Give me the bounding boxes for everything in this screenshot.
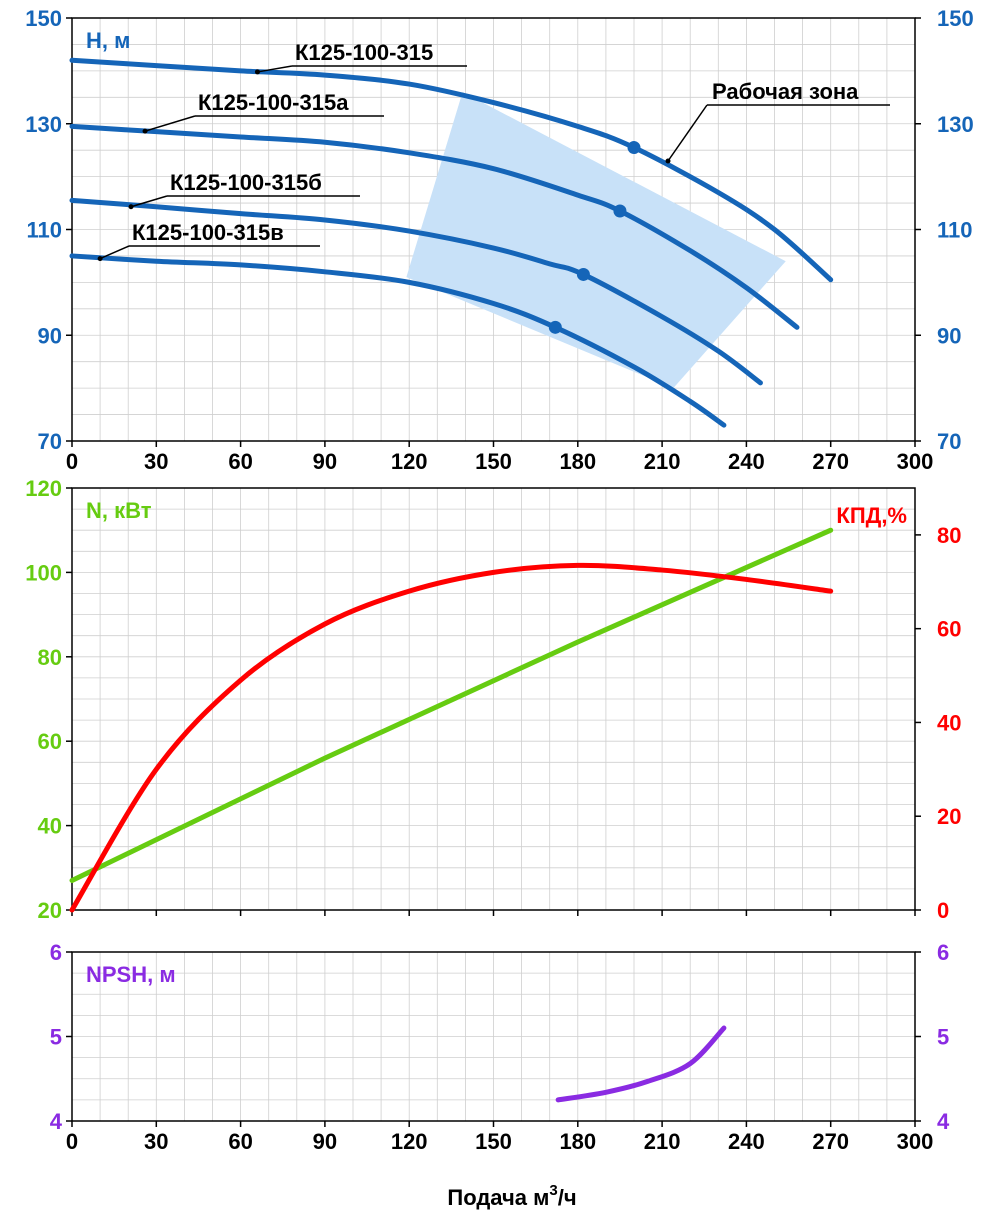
npsh-panel: 0 30 60 90 120 150 180 210 240 270 300456456NPSH, … [50,940,950,1154]
y-tick-label-left: 120 [25,476,62,501]
series-line-К125-100-315в [69,253,727,428]
power-efficiency-panel: 20 40 60 80 100 120 0 20 40 60 80 N, кВт КПД,% [25,476,961,923]
y-axis-title-right: КПД,% [836,503,907,528]
x-tick-label: 90 [313,449,337,474]
series-label: К125-100-315б [170,170,322,195]
y-axis-title: N, кВт [86,498,152,523]
y-tick-label-left: 4 [50,1109,63,1134]
y-tick-label-right: 5 [937,1025,949,1050]
y-tick-label-right: 70 [937,429,961,454]
series-line-N [69,527,834,883]
x-tick-label: 0 [66,449,78,474]
x-tick-label: 270 [812,449,849,474]
head-panel: 0 30 60 90 120 150 180 210 240 270 300709011013015… [25,6,973,474]
y-tick-label-left: 80 [38,645,62,670]
x-tick-label: 240 [728,1129,765,1154]
y-tick-label-left: 40 [38,814,62,839]
series-label: К125-100-315в [132,220,284,245]
x-tick-label: 60 [228,449,252,474]
x-tick-label: 120 [391,449,428,474]
series-line-К125-100-315б [69,197,763,386]
x-tick-label: 240 [728,449,765,474]
working-zone-label: Рабочая зона [712,79,859,104]
label-leader-line [99,245,130,260]
grid [72,952,915,1121]
y-tick-label-right: 20 [937,804,961,829]
x-tick-label: 180 [559,449,596,474]
x-tick-label: 30 [144,1129,168,1154]
label-anchor-dot [128,204,134,210]
label-leader-line [257,65,293,73]
x-tick-label: 60 [228,1129,252,1154]
zone-label-anchor-dot [665,158,671,164]
y-axis-title: H, м [86,28,130,53]
series-line-К125-100-315а [69,123,800,330]
x-tick-label: 0 [66,1129,78,1154]
y-tick-label-right: 40 [937,710,961,735]
x-tick-label: 30 [144,449,168,474]
x-tick-label: 210 [644,449,681,474]
label-leader-line [130,195,168,208]
y-tick-label-right: 60 [937,617,961,642]
y-tick-label-right: 6 [937,940,949,965]
y-tick-label-right: 110 [937,218,973,243]
y-tick-label-right: 0 [937,898,949,923]
design-point-marker [576,267,590,281]
x-tick-label: 180 [559,1129,596,1154]
x-tick-label: 150 [475,449,512,474]
label-leader-line [144,115,196,132]
series-label: К125-100-315а [198,90,349,115]
series-line-К125-100-315 [69,57,834,283]
y-tick-label-right: 4 [937,1109,950,1134]
y-tick-label-left: 20 [38,898,62,923]
x-axis-title: Подача м3/ч [447,1182,576,1210]
y-tick-label-left: 130 [25,112,62,137]
working-zone [406,92,786,389]
y-tick-label-left: 90 [38,323,62,348]
series-line-NPSH [555,1025,727,1103]
label-anchor-dot [142,128,148,134]
y-tick-label-left: 100 [25,560,62,585]
y-tick-label-left: 70 [38,429,62,454]
y-tick-label-left: 110 [27,218,63,243]
series-line-КПД [69,562,834,913]
label-anchor-dot [254,69,260,75]
y-tick-label-right: 130 [937,112,974,137]
x-tick-label: 150 [475,1129,512,1154]
y-tick-label-right: 90 [937,323,961,348]
x-tick-label: 120 [391,1129,428,1154]
x-tick-label: 270 [812,1129,849,1154]
y-tick-label-left: 5 [50,1025,62,1050]
x-tick-label: 300 [897,449,934,474]
x-tick-label: 90 [313,1129,337,1154]
zone-label-leader [667,104,708,162]
design-point-marker [548,320,562,334]
y-tick-label-right: 150 [937,6,974,31]
design-point-marker [613,204,627,218]
label-anchor-dot [97,256,103,262]
y-tick-label-right: 80 [937,523,961,548]
y-tick-label-left: 60 [38,729,62,754]
x-tick-label: 300 [897,1129,934,1154]
y-axis-title: NPSH, м [86,962,176,987]
x-tick-label: 210 [644,1129,681,1154]
y-tick-label-left: 6 [50,940,62,965]
design-point-marker [627,141,641,155]
y-tick-label-left: 150 [25,6,62,31]
series-label: К125-100-315 [295,40,433,65]
